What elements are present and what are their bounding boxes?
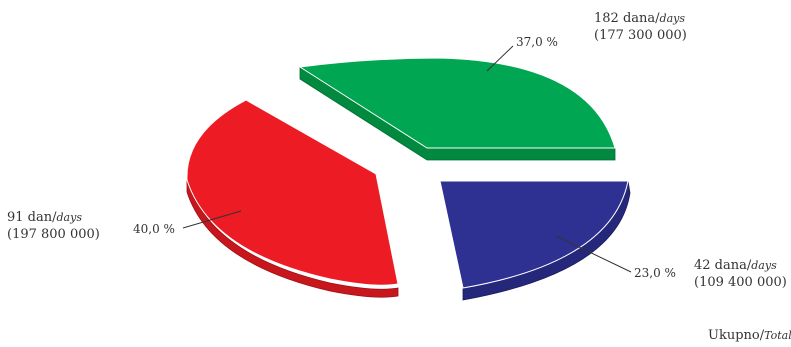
label-blue: 42 dana/days (109 400 000) xyxy=(694,257,787,291)
pie-slice-red-top xyxy=(186,99,399,286)
pie-slice-blue xyxy=(439,180,631,301)
pie-slice-green-top xyxy=(298,57,616,149)
label-blue-amount: (109 400 000) xyxy=(694,275,787,290)
label-blue-main: 42 dana/ xyxy=(694,258,752,273)
leader-line-red xyxy=(182,210,242,229)
label-green: 182 dana/days (177 300 000) xyxy=(594,10,687,44)
pie-slice-red-side xyxy=(186,179,399,298)
footer-total-label: Ukupno/Total xyxy=(708,327,791,344)
label-green-days: 182 dana/days xyxy=(594,10,687,27)
pie-slice-blue-top xyxy=(439,180,629,289)
footer-total-main: Ukupno/ xyxy=(708,328,765,343)
label-blue-days: 42 dana/days xyxy=(694,257,787,274)
label-red-days: 91 dan/days xyxy=(7,209,100,226)
percent-label-red: 40,0 % xyxy=(133,222,175,236)
pie-slice-red xyxy=(186,99,399,298)
footer-total-italic: Total xyxy=(764,329,791,342)
percent-label-blue: 23,0 % xyxy=(634,266,676,280)
label-green-amount: (177 300 000) xyxy=(594,28,687,43)
label-green-italic: days xyxy=(659,12,685,25)
label-red-main: 91 dan/ xyxy=(7,210,57,225)
label-red-amount: (197 800 000) xyxy=(7,227,100,242)
pie-slice-green xyxy=(298,57,616,161)
leader-line-blue xyxy=(555,235,632,273)
label-red: 91 dan/days (197 800 000) xyxy=(7,209,100,243)
percent-label-green: 37,0 % xyxy=(516,35,558,49)
leader-line-green xyxy=(486,45,514,72)
label-green-main: 182 dana/ xyxy=(594,11,660,26)
label-red-italic: days xyxy=(56,211,82,224)
label-blue-italic: days xyxy=(751,259,777,272)
